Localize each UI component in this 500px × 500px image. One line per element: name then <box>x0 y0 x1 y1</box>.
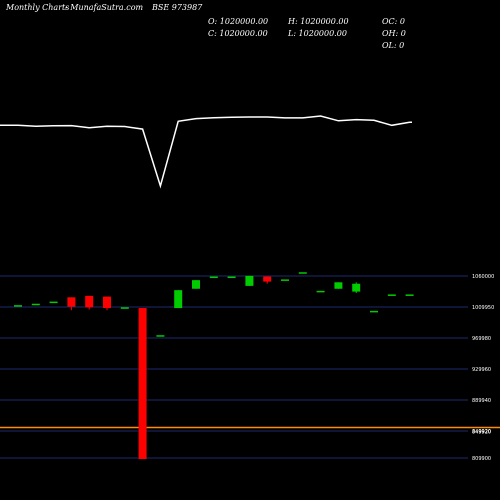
candle <box>156 335 165 337</box>
candle <box>209 276 218 279</box>
candle <box>138 308 147 459</box>
y-tick-label: 929960 <box>472 367 491 373</box>
candle-body <box>103 296 111 309</box>
candle <box>49 301 58 304</box>
candle-body <box>174 290 183 309</box>
candle-body <box>352 283 361 292</box>
y-tick-label: 889940 <box>472 398 491 404</box>
candle-body <box>192 280 200 289</box>
candle-body <box>31 303 40 306</box>
candle <box>370 310 378 313</box>
candle <box>387 294 396 296</box>
candle-body <box>370 310 378 313</box>
high-value: H: 1020000.00 <box>287 17 349 26</box>
y-tick-label: 1009950 <box>472 305 494 311</box>
candle-body <box>227 276 236 279</box>
reference-label: 849920 <box>472 430 491 436</box>
candle <box>192 280 200 289</box>
candle-body <box>209 276 218 279</box>
candle <box>263 276 272 284</box>
candle-body <box>387 294 396 296</box>
candle <box>227 276 236 279</box>
candle <box>352 282 361 294</box>
candle-body <box>14 305 22 307</box>
candle-body <box>298 272 307 274</box>
candle <box>316 290 325 293</box>
candle-body <box>49 301 58 304</box>
candle <box>405 294 414 296</box>
candle-body <box>281 279 289 281</box>
candle <box>67 297 76 311</box>
symbol-label: BSE 973987 <box>151 3 203 12</box>
ol-value: OL: 0 <box>382 41 404 50</box>
candle-body <box>67 297 76 307</box>
candle <box>334 282 343 289</box>
indicator-series <box>0 115 412 189</box>
candle <box>31 303 40 306</box>
open-value: O: 1020000.00 <box>208 17 268 26</box>
candle <box>14 305 22 307</box>
candles-group <box>14 272 414 459</box>
candle-body <box>85 295 94 308</box>
close-value: C: 1020000.00 <box>208 29 268 38</box>
candle-body <box>120 307 129 309</box>
candle-body <box>156 335 165 337</box>
candle-body <box>334 282 343 289</box>
candle-body <box>138 308 147 459</box>
reference-line: 849920 <box>0 426 500 436</box>
y-tick-label: 1060000 <box>472 274 494 280</box>
oc-value: OC: 0 <box>382 17 405 26</box>
chart-label: Monthly Charts <box>5 3 69 12</box>
candle <box>85 295 94 310</box>
candle <box>120 307 129 309</box>
candle-body <box>263 276 272 282</box>
candle-body <box>405 294 414 296</box>
y-axis-ticks: 1060000 1009950 969980 929960 889940 849920 80… <box>472 274 494 462</box>
candle <box>298 272 307 274</box>
candle <box>103 296 111 311</box>
candle <box>281 279 289 281</box>
oh-value: OH: 0 <box>382 29 406 38</box>
candle <box>245 275 254 286</box>
grid-lines <box>0 275 468 459</box>
site-label: - MunafaSutra.com <box>65 3 144 12</box>
candle-body <box>316 290 325 293</box>
candle-body <box>245 275 254 286</box>
y-tick-label: 969980 <box>472 336 491 342</box>
indicator-line <box>0 115 412 189</box>
y-tick-label: 849920 <box>472 429 491 435</box>
y-tick-label: 809900 <box>472 456 491 462</box>
low-value: L: 1020000.00 <box>287 29 347 38</box>
candle <box>174 290 183 309</box>
